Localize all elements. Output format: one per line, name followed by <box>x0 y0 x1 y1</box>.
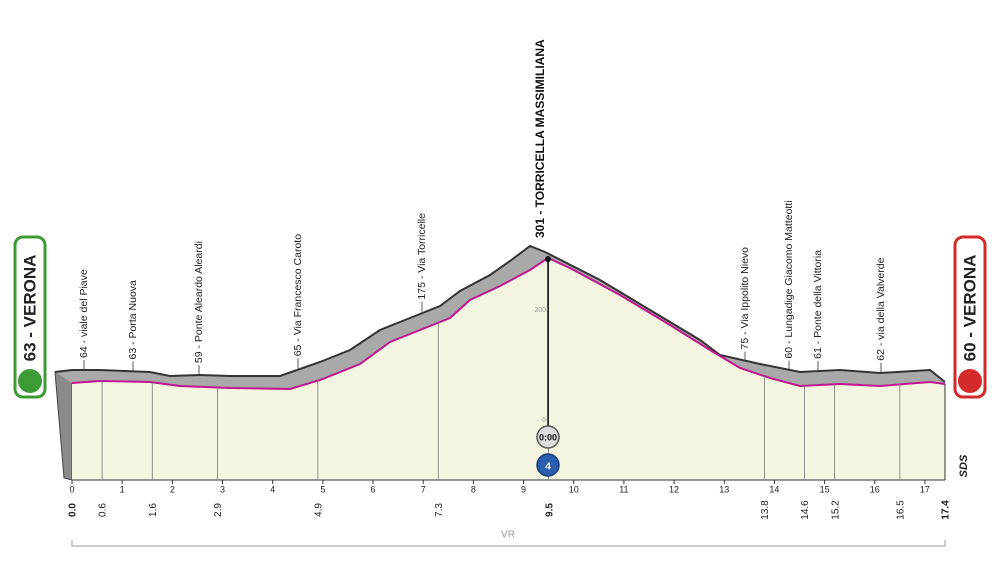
distance-label: 0.6 <box>98 503 109 517</box>
landmark-label: 59 - Ponte Aleardo Aleardi <box>193 241 205 363</box>
km-label: 0 <box>69 484 74 494</box>
start-icon <box>18 369 42 393</box>
profile-road <box>71 256 946 391</box>
km-label: 8 <box>471 484 476 494</box>
landmark-label: 175 - Via Torricelle <box>416 213 428 300</box>
start-badge-inner <box>18 240 42 368</box>
finish-icon <box>958 369 982 393</box>
altitude-label: 200 <box>534 307 546 314</box>
distance-label: 0.0 <box>68 503 79 517</box>
km-label: 9 <box>521 484 526 494</box>
logo: SDS <box>958 454 970 477</box>
km-label: 7 <box>421 484 426 494</box>
distance-label: 1.6 <box>148 503 159 517</box>
km-label: 2 <box>170 484 175 494</box>
distance-label: 14.6 <box>800 500 811 520</box>
km-label: 11 <box>619 484 628 494</box>
profile-top <box>55 246 945 389</box>
km-label: 5 <box>320 484 325 494</box>
profile-area <box>72 258 945 480</box>
landmark-label: 65 - Via Francesco Caroto <box>292 234 304 357</box>
category-icon <box>536 453 560 477</box>
finish-badge <box>953 235 987 399</box>
km-label: 15 <box>820 484 830 494</box>
km-label: 4 <box>270 484 275 494</box>
km-label: 14 <box>769 484 779 494</box>
finish-label: 60 - VERONA <box>960 255 979 362</box>
checkpoint-time: 0:00 <box>539 432 557 442</box>
distance-label: 15.2 <box>830 500 841 520</box>
region-bracket <box>71 540 946 547</box>
landmark-label: 62 - via della Valverde <box>875 257 887 360</box>
profile-edge <box>54 244 946 383</box>
distance-label: 7.3 <box>434 503 445 517</box>
landmark-label: 60 - Lungadige Giacomo Matteotti <box>783 200 795 358</box>
km-label: 1 <box>120 484 125 494</box>
summit-dot <box>545 256 551 262</box>
landmark-label: 63 - Porta Nuova <box>127 280 139 360</box>
distance-label: 4.9 <box>313 503 324 517</box>
km-label: 12 <box>669 484 679 494</box>
distance-label: 17.4 <box>941 500 952 520</box>
start-label: 63 - VERONA <box>20 255 39 362</box>
summit-label: 301 - TORRICELLA MASSIMILIANA <box>533 39 547 238</box>
km-label: 13 <box>719 484 729 494</box>
distance-label: 9.5 <box>544 503 555 517</box>
distance-label: 13.8 <box>760 500 771 520</box>
clock-icon <box>536 425 560 449</box>
region-label: VR <box>501 530 515 541</box>
distance-label: 2.9 <box>213 503 224 517</box>
checkpoint-number: 4 <box>545 462 551 473</box>
landmark-label: 75 - Via Ippolito Nievo <box>739 247 751 350</box>
landmark-label: 61 - Ponte della Vittoria <box>812 250 824 359</box>
distance-label: 16.5 <box>895 500 906 520</box>
km-label: 17 <box>920 484 930 494</box>
profile-side <box>54 369 73 481</box>
altitude-label: 0 <box>542 417 546 424</box>
km-label: 3 <box>220 484 225 494</box>
km-label: 16 <box>870 484 880 494</box>
km-label: 6 <box>371 484 376 494</box>
landmark-label: 64 - viale del Piave <box>78 269 90 358</box>
km-label: 10 <box>569 484 579 494</box>
